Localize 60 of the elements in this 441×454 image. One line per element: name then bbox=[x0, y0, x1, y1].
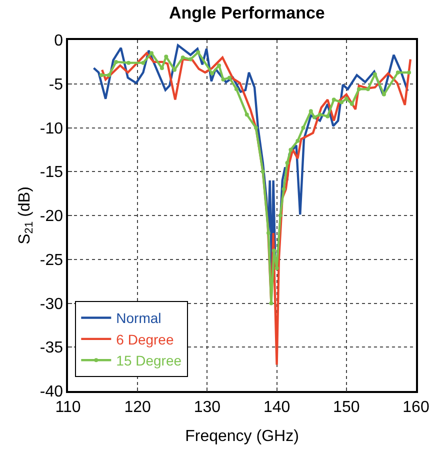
x-axis-title: Freqency (GHz) bbox=[185, 428, 299, 446]
point bbox=[210, 71, 214, 76]
x-tick-label: 160 bbox=[402, 398, 430, 416]
point bbox=[217, 63, 222, 68]
point bbox=[107, 73, 112, 78]
point bbox=[356, 87, 361, 92]
point bbox=[296, 138, 300, 143]
point bbox=[254, 126, 258, 130]
point bbox=[269, 301, 274, 306]
point bbox=[141, 60, 146, 65]
point bbox=[221, 77, 226, 82]
point bbox=[340, 100, 344, 104]
y-tick-label: -25 bbox=[40, 252, 64, 269]
point bbox=[288, 148, 293, 152]
point bbox=[172, 68, 176, 72]
point bbox=[344, 96, 348, 101]
x-tick-label: 110 bbox=[55, 398, 81, 416]
y-tick-label: -30 bbox=[40, 296, 64, 313]
point bbox=[126, 60, 131, 65]
point bbox=[396, 70, 400, 74]
point bbox=[285, 160, 290, 165]
point bbox=[282, 187, 286, 192]
point bbox=[318, 112, 322, 117]
y-tick-label: -15 bbox=[40, 164, 64, 182]
legend-label: Normal bbox=[116, 310, 162, 326]
y-tick-label: -35 bbox=[40, 340, 64, 357]
point bbox=[301, 126, 306, 130]
chart-title: Angle Performance bbox=[169, 4, 325, 23]
point bbox=[160, 66, 164, 70]
point bbox=[180, 56, 185, 60]
point bbox=[366, 87, 370, 92]
point bbox=[150, 51, 154, 56]
x-tick-label: 130 bbox=[194, 398, 221, 416]
point bbox=[332, 98, 336, 102]
point bbox=[272, 248, 276, 253]
x-tick-label: 140 bbox=[263, 398, 290, 416]
x-tick-label: 150 bbox=[333, 398, 360, 416]
point bbox=[260, 170, 265, 174]
point bbox=[312, 115, 316, 120]
x-tick-label: 120 bbox=[124, 398, 152, 416]
point bbox=[114, 60, 118, 64]
legend-label: 15 Degree bbox=[116, 352, 182, 369]
point bbox=[278, 214, 282, 218]
point bbox=[196, 50, 200, 54]
y-tick-label: -40 bbox=[40, 384, 64, 401]
y-tick-label: 0 bbox=[54, 32, 64, 50]
y-tick-label: -5 bbox=[48, 76, 64, 94]
point bbox=[326, 114, 330, 118]
point bbox=[244, 112, 249, 117]
point bbox=[266, 231, 270, 236]
point bbox=[234, 87, 238, 92]
point bbox=[407, 70, 412, 74]
point bbox=[274, 266, 279, 270]
point bbox=[350, 102, 354, 106]
y-tick-label: -10 bbox=[40, 120, 64, 138]
point bbox=[188, 57, 192, 62]
point bbox=[99, 73, 104, 78]
legend-label: 6 Degree bbox=[116, 331, 174, 348]
point bbox=[227, 76, 232, 80]
y-tick-label: -20 bbox=[40, 208, 64, 226]
